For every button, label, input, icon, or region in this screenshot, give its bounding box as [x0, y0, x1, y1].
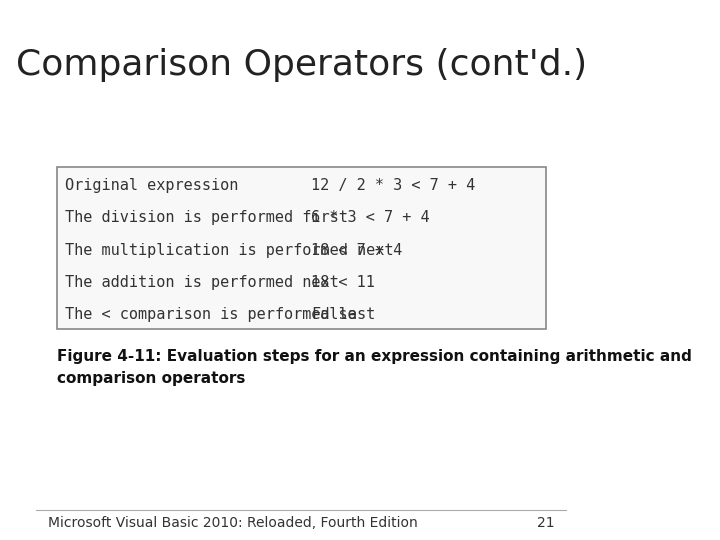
Text: comparison operators: comparison operators — [57, 370, 245, 386]
Text: 12 / 2 * 3 < 7 + 4: 12 / 2 * 3 < 7 + 4 — [311, 178, 475, 193]
Text: Microsoft Visual Basic 2010: Reloaded, Fourth Edition: Microsoft Visual Basic 2010: Reloaded, F… — [48, 516, 418, 530]
Text: 18 < 11: 18 < 11 — [311, 275, 375, 290]
FancyBboxPatch shape — [57, 167, 546, 329]
Text: False: False — [311, 307, 356, 322]
Text: Figure 4-11: Evaluation steps for an expression containing arithmetic and: Figure 4-11: Evaluation steps for an exp… — [57, 349, 691, 364]
Text: Comparison Operators (cont'd.): Comparison Operators (cont'd.) — [16, 48, 587, 82]
Text: The < comparison is performed last: The < comparison is performed last — [66, 307, 376, 322]
Text: The division is performed first: The division is performed first — [66, 210, 348, 225]
Text: 21: 21 — [537, 516, 554, 530]
Text: Original expression: Original expression — [66, 178, 239, 193]
Text: 6 * 3 < 7 + 4: 6 * 3 < 7 + 4 — [311, 210, 430, 225]
Text: The addition is performed next: The addition is performed next — [66, 275, 339, 290]
Text: The multiplication is performed next: The multiplication is performed next — [66, 242, 394, 258]
Text: 18 < 7 + 4: 18 < 7 + 4 — [311, 242, 402, 258]
